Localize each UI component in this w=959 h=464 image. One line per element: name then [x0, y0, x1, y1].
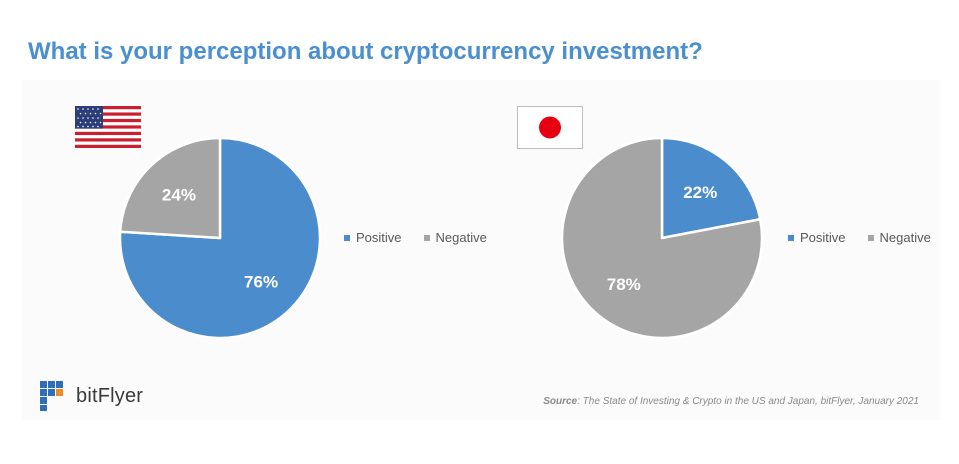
pie-slice-positive: [660, 136, 762, 240]
bitflyer-logo: bitFlyer: [40, 381, 143, 411]
legend-swatch-positive: [788, 234, 794, 241]
source-text: : The State of Investing & Crypto in the…: [577, 396, 919, 407]
japan-flag-icon: [517, 106, 583, 149]
chart-title: What is your perception about cryptocurr…: [28, 38, 703, 65]
data-label-positive: 22%: [683, 183, 717, 202]
source-label: Source: [543, 396, 578, 407]
us-flag-icon: [75, 106, 141, 148]
legend-label-positive: Positive: [800, 230, 846, 245]
legend-label-negative: Negative: [435, 230, 487, 245]
legend-swatch-positive: [344, 234, 350, 241]
legend-label-negative: Negative: [879, 230, 931, 245]
logo-text: bitFlyer: [76, 384, 144, 407]
japan-pie-chart: 22% 78%: [560, 136, 764, 340]
legend-swatch-negative: [423, 234, 430, 241]
data-label-negative: 24%: [162, 185, 196, 204]
us-legend: Positive Negative: [344, 230, 487, 245]
source-note: Source: The State of Investing & Crypto …: [543, 396, 919, 407]
bitflyer-logo-icon: [40, 381, 63, 411]
japan-legend: Positive Negative: [788, 230, 931, 245]
legend-label-positive: Positive: [356, 230, 402, 245]
pie-slice-negative: [118, 136, 222, 240]
pie-slice-negative: [560, 136, 764, 340]
data-label-negative: 78%: [607, 275, 641, 294]
us-pie-chart: 76% 24%: [118, 136, 322, 340]
data-label-positive: 76%: [244, 273, 278, 292]
legend-swatch-negative: [867, 234, 874, 241]
